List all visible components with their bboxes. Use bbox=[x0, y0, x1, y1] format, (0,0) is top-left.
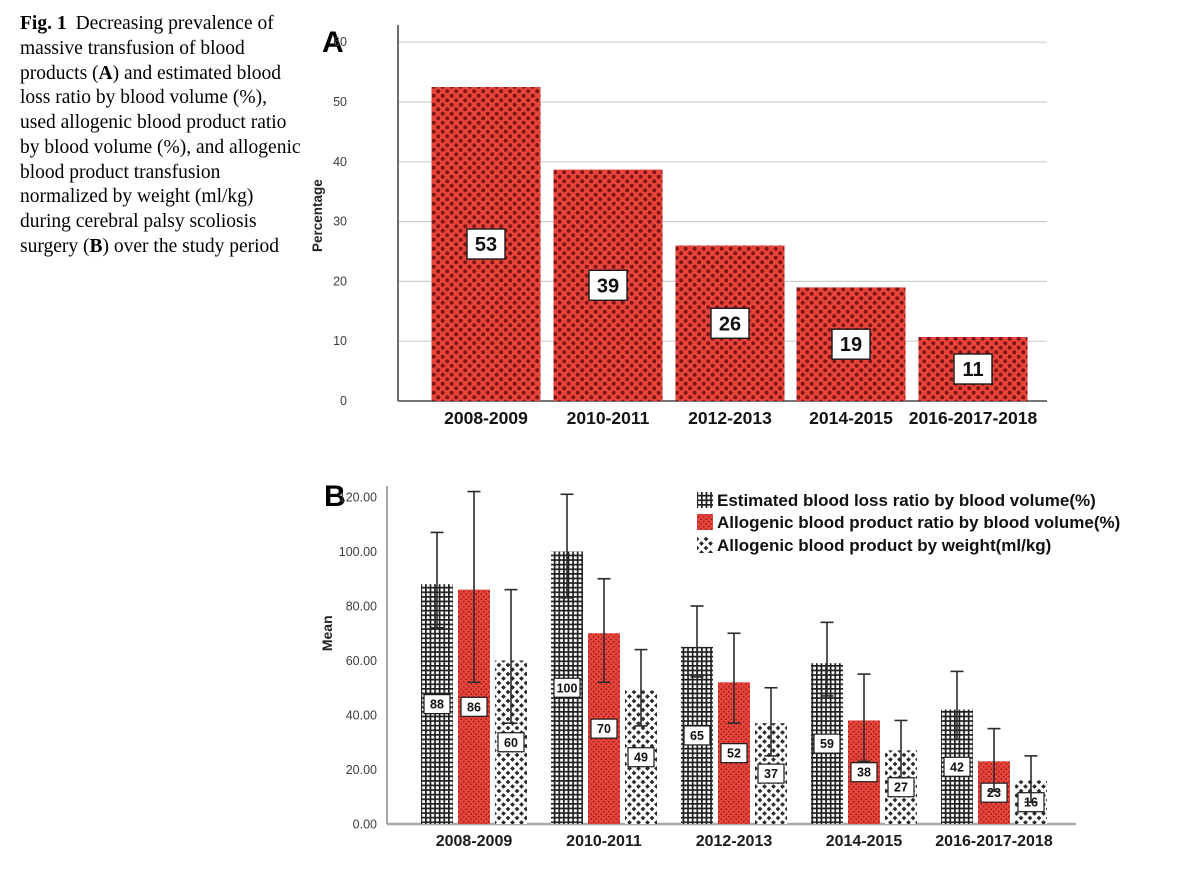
y-tick-label: 20 bbox=[333, 274, 347, 288]
bar-value-label: 52 bbox=[727, 747, 741, 761]
bar-value-label: 60 bbox=[504, 736, 518, 750]
x-category-label: 2010-2011 bbox=[566, 833, 642, 850]
caption-panel-ref: A bbox=[98, 62, 113, 84]
bar-value-label: 27 bbox=[894, 781, 908, 795]
legend-swatch bbox=[697, 514, 713, 530]
bar-value-label: 38 bbox=[857, 766, 871, 780]
y-tick-label: 120.00 bbox=[339, 491, 377, 505]
y-tick-label: 80.00 bbox=[346, 600, 377, 614]
x-category-label: 2012-2013 bbox=[696, 833, 773, 850]
y-axis-title: Mean bbox=[319, 615, 335, 651]
y-tick-label: 10 bbox=[333, 334, 347, 348]
bar-value-box bbox=[627, 747, 655, 768]
figure-caption-text: Decreasing prevalence of massive transfu… bbox=[20, 13, 301, 257]
bar-value-box bbox=[460, 696, 488, 717]
bar-value-box bbox=[710, 307, 750, 339]
bar-value-box bbox=[423, 694, 451, 715]
figure-caption: Fig. 1 Decreasing prevalence of massive t… bbox=[20, 12, 302, 260]
panel-b-label: B bbox=[324, 480, 346, 513]
bar-value-label: 53 bbox=[475, 234, 497, 256]
legend-item: Estimated blood loss ratio by blood volu… bbox=[697, 491, 1096, 510]
bar-value-label: 42 bbox=[950, 760, 964, 774]
bar-value-box bbox=[720, 743, 748, 764]
y-tick-label: 40 bbox=[333, 155, 347, 169]
y-tick-label: 100.00 bbox=[339, 545, 377, 559]
caption-text-segment: Decreasing prevalence of massive transfu… bbox=[20, 13, 274, 84]
bar-value-label: 100 bbox=[557, 681, 578, 695]
x-category-label: 2008-2009 bbox=[444, 408, 528, 428]
bar-value-label: 26 bbox=[719, 313, 741, 335]
x-category-label: 2014-2015 bbox=[826, 833, 903, 850]
legend-label: Allogenic blood product by weight(ml/kg) bbox=[717, 536, 1051, 555]
bar-value-box bbox=[590, 718, 618, 739]
x-category-label: 2012-2013 bbox=[688, 408, 772, 428]
caption-text-segment: ) and estimated blood loss ratio by bloo… bbox=[20, 62, 301, 257]
legend-item: Allogenic blood product ratio by blood v… bbox=[697, 513, 1120, 532]
bar-value-label: 70 bbox=[597, 722, 611, 736]
legend-label: Allogenic blood product ratio by blood v… bbox=[717, 513, 1120, 532]
y-tick-label: 30 bbox=[333, 215, 347, 229]
legend-swatch bbox=[697, 492, 713, 508]
legend-swatch bbox=[697, 537, 713, 553]
bar-value-box bbox=[831, 328, 871, 360]
x-category-label: 2014-2015 bbox=[809, 408, 893, 428]
bar-value-box bbox=[683, 725, 711, 746]
figure-label: Fig. 1 bbox=[20, 13, 67, 34]
chart-b-blood-loss-mean: B 0.00 20.00 40.00 60.00 80.00 100.00 120.00 Mea… bbox=[310, 458, 1120, 870]
y-tick-label: 50 bbox=[333, 95, 347, 109]
legend-label: Estimated blood loss ratio by blood volu… bbox=[717, 491, 1096, 510]
bar-value-label: 37 bbox=[764, 767, 778, 781]
y-axis-title: Percentage bbox=[310, 179, 325, 252]
caption-panel-ref: B bbox=[89, 235, 103, 257]
panel-a-label: A bbox=[322, 26, 344, 59]
caption-text-segment: ) over the study period bbox=[102, 235, 280, 257]
y-tick-label: 60 bbox=[333, 35, 347, 49]
bar-value-label: 11 bbox=[962, 359, 983, 381]
bar-value-label: 86 bbox=[467, 700, 481, 714]
bar-value-box bbox=[588, 269, 628, 301]
bar-value-box bbox=[943, 756, 971, 777]
bar-value-label: 49 bbox=[634, 751, 648, 765]
x-category-label: 2008-2009 bbox=[436, 833, 513, 850]
bar-value-box bbox=[466, 228, 506, 260]
y-tick-label: 40.00 bbox=[346, 709, 377, 723]
bar-value-label: 23 bbox=[987, 786, 1001, 800]
panel-b-svg: B 0.00 20.00 40.00 60.00 80.00 100.00 120.00 Mea… bbox=[319, 480, 1120, 850]
y-tick-label: 0.00 bbox=[353, 818, 377, 832]
bar-value-box bbox=[553, 677, 581, 698]
bar-value-box bbox=[497, 732, 525, 753]
bar-value-label: 65 bbox=[690, 729, 704, 743]
x-category-label: 2010-2011 bbox=[567, 408, 650, 428]
bar-value-box bbox=[850, 762, 878, 783]
panel-a-svg: A 0 10 20 30 40 50 60 Percentage 53 39 26 19 11 2008-2… bbox=[310, 25, 1047, 428]
y-tick-label: 0 bbox=[340, 394, 347, 408]
bar-value-label: 88 bbox=[430, 698, 444, 712]
bar-value-label: 19 bbox=[840, 334, 862, 356]
y-tick-label: 20.00 bbox=[346, 763, 377, 777]
x-category-label: 2016-2017-2018 bbox=[909, 408, 1038, 428]
bar-value-box bbox=[813, 733, 841, 754]
bar-value-label: 59 bbox=[820, 737, 834, 751]
x-category-label: 2016-2017-2018 bbox=[935, 833, 1053, 850]
chart-a-massive-transfusion: A 0 10 20 30 40 50 60 Percentage 53 39 26 19 11 2008-2… bbox=[310, 8, 1060, 440]
legend-item: Allogenic blood product by weight(ml/kg) bbox=[697, 536, 1051, 555]
bar-value-box bbox=[953, 353, 993, 385]
y-tick-label: 60.00 bbox=[346, 654, 377, 668]
bar-value-box bbox=[757, 763, 785, 784]
bar-value-label: 39 bbox=[597, 275, 619, 297]
